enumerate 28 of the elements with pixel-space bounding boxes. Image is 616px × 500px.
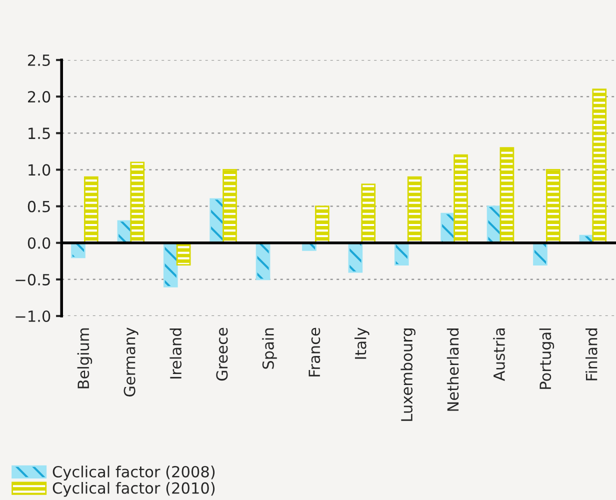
x-tick-label: Ireland <box>170 328 182 378</box>
x-tick-label: Netherland <box>446 328 459 411</box>
bar <box>256 242 270 280</box>
legend-label: Cyclical factor (2008) <box>52 466 215 480</box>
y-tick-label: −0.5 <box>16 274 50 286</box>
y-tick-label: 1.5 <box>28 128 50 140</box>
x-tick-label: Finland <box>586 328 598 380</box>
x-tick-label: Portugal <box>539 328 554 389</box>
bar <box>176 242 191 266</box>
x-tick-label: Greece <box>216 328 228 381</box>
y-tick-label: 2.5 <box>28 54 50 66</box>
x-tick-label: Spain <box>262 328 277 369</box>
y-tick-label: 0.5 <box>28 200 50 212</box>
x-tick-label: Italy <box>354 328 370 359</box>
bar <box>533 242 548 266</box>
bar <box>348 242 363 273</box>
y-tick-label: 0.0 <box>28 237 50 249</box>
x-tick-label: France <box>308 328 320 376</box>
y-tick-label: 1.0 <box>28 164 50 176</box>
x-tick-label: Luxembourg <box>400 328 416 421</box>
y-tick-label: −1.0 <box>16 310 50 322</box>
x-tick-label: Belgium <box>77 328 92 388</box>
bar <box>394 242 409 266</box>
legend-label: Cyclical factor (2010) <box>52 482 215 497</box>
bar <box>163 242 178 288</box>
x-tick-label: Austria <box>493 328 505 381</box>
x-tick-label: Germany <box>124 328 138 396</box>
y-tick-label: 2.0 <box>28 91 50 103</box>
